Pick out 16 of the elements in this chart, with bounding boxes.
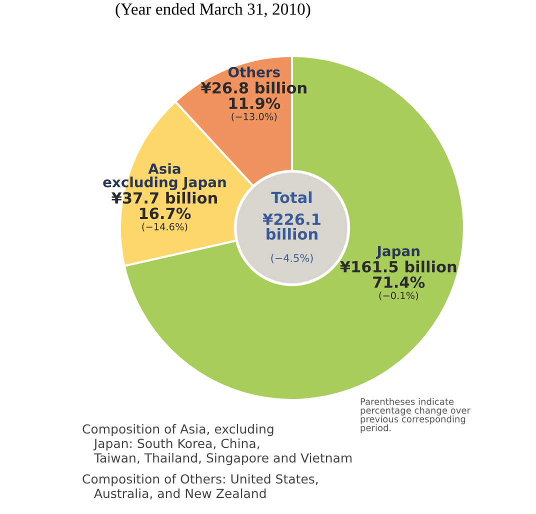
text: (−4.5%)	[271, 254, 313, 264]
text: ¥226.1 billion	[262, 213, 320, 240]
slice-label: Japan	[376, 246, 420, 259]
text: Composition of Others: United States, Australia, and New Zealand	[82, 474, 318, 500]
text: Parentheses indicate percentage change over previous corresponding period.	[360, 398, 470, 433]
text: (−14.6%)	[142, 222, 188, 232]
data-label: ¥161.5 billion	[340, 260, 456, 273]
text: Composition of Asia, excluding Japan: South Korea, China, Taiwan, Thailand, Singapore and Vietnam	[82, 424, 352, 466]
text: 11.9%	[229, 98, 280, 110]
text: 71.4%	[373, 276, 425, 288]
slice-label: Others	[228, 66, 280, 78]
text: Total	[271, 191, 312, 204]
chart-subtitle: (Year ended March 31, 2010)	[116, 3, 310, 18]
text: (−0.1%)	[379, 292, 418, 300]
text: (−13.0%)	[232, 112, 277, 122]
text: 16.7%	[140, 208, 191, 220]
